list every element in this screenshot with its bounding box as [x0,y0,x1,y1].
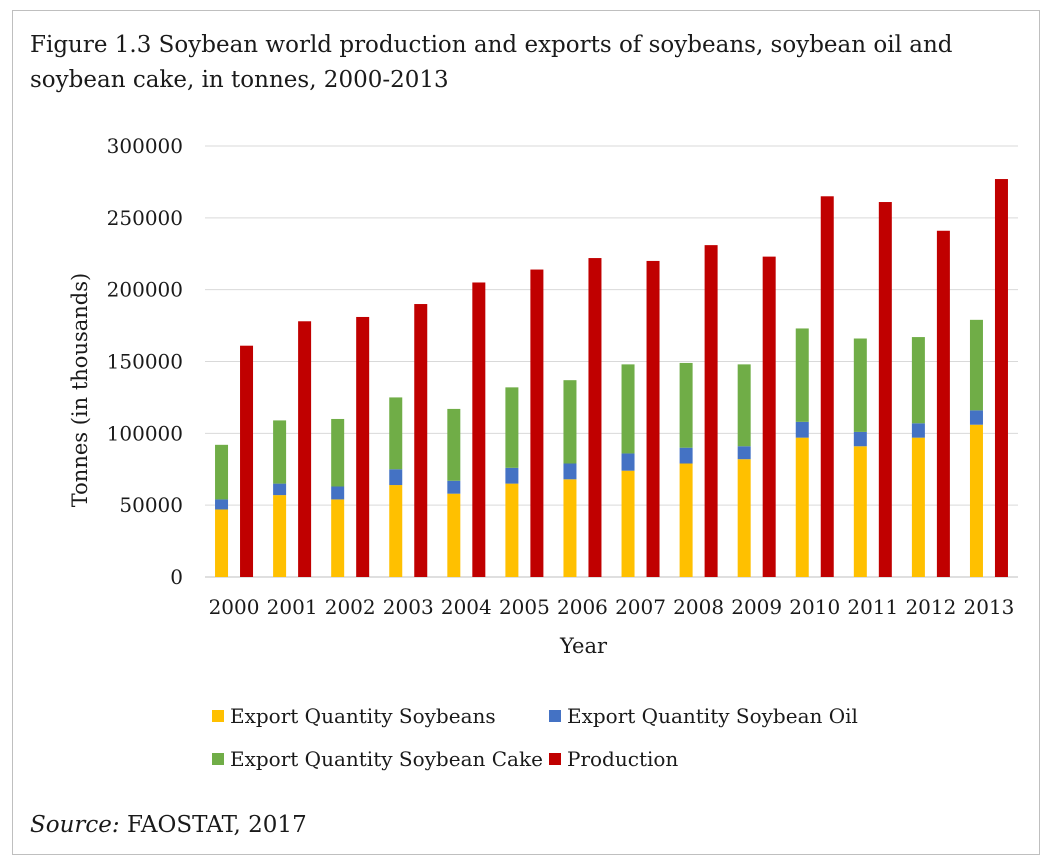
bar-export-quantity-soybean-oil-2004 [447,480,461,494]
bar-production-2004 [472,282,486,577]
bar-export-quantity-soybean-oil-2012 [911,423,925,438]
bar-export-quantity-soybeans-2009 [737,459,751,577]
x-axis-ticks: 2000 2001 2002 2003 2004 2005 2006 2007 2008 2009… [209,595,1015,619]
bar-export-quantity-soybean-cake-2004 [447,408,461,481]
x-tick-label: 2003 [383,595,434,619]
bar-export-quantity-soybean-oil-2010 [795,421,809,438]
bar-export-quantity-soybean-cake-2007 [621,364,635,454]
x-tick-label: 2008 [673,595,724,619]
y-tick-label: 150000 [107,350,183,374]
bar-export-quantity-soybean-cake-2000 [215,444,229,500]
bar-export-quantity-soybean-cake-2002 [331,418,345,487]
gridlines [205,145,1018,578]
bar-export-quantity-soybean-cake-2005 [505,387,519,468]
bar-export-quantity-soybean-cake-2006 [563,380,577,464]
x-tick-label: 2012 [905,595,956,619]
bar-export-quantity-soybeans-2006 [563,479,577,577]
bar-production-2011 [878,202,892,577]
bar-production-2001 [298,321,312,577]
figure-frame [12,10,1040,855]
bar-production-2005 [530,269,544,577]
y-tick-label: 100000 [107,421,183,445]
bar-production-2010 [820,196,834,578]
x-tick-label: 2009 [731,595,782,619]
source-prefix: Source: [30,812,120,838]
bar-export-quantity-soybean-cake-2011 [853,338,867,432]
bar-export-quantity-soybean-cake-2001 [273,420,287,484]
bar-export-quantity-soybean-oil-2005 [505,467,519,484]
bar-export-quantity-soybeans-2010 [795,437,809,577]
y-axis-ticks: 0 50000 100000 150000 200000 250000 300000 [107,134,183,589]
x-tick-label: 2001 [267,595,318,619]
bar-export-quantity-soybean-cake-2008 [679,362,693,448]
figure-title: Figure 1.3 Soybean world production and … [30,32,953,93]
bar-export-quantity-soybean-cake-2003 [389,397,403,470]
bar-export-quantity-soybean-oil-2007 [621,453,635,471]
bar-export-quantity-soybean-oil-2002 [331,486,345,500]
bar-export-quantity-soybean-oil-2013 [969,410,983,425]
bar-production-2000 [240,345,254,577]
bar-production-2012 [936,230,950,577]
x-tick-label: 2011 [847,595,898,619]
bar-production-2013 [994,179,1008,577]
bar-export-quantity-soybeans-2011 [853,446,867,577]
bar-production-2002 [356,316,370,577]
bar-production-2003 [414,304,428,577]
bar-export-quantity-soybeans-2004 [447,493,461,577]
bar-export-quantity-soybean-oil-2011 [853,431,867,447]
bar-production-2008 [704,245,718,577]
x-axis-label: Year [560,634,608,658]
bar-export-quantity-soybean-oil-2006 [563,463,577,480]
bar-export-quantity-soybean-cake-2009 [737,364,751,447]
source-note: Source: FAOSTAT, 2017 [30,812,307,838]
x-tick-label: 2002 [325,595,376,619]
bar-export-quantity-soybean-cake-2012 [911,337,925,424]
x-tick-label: 2000 [209,595,260,619]
bar-export-quantity-soybeans-2013 [969,424,983,577]
x-tick-label: 2006 [557,595,608,619]
bar-export-quantity-soybean-oil-2001 [273,483,287,496]
bar-export-quantity-soybean-oil-2009 [737,446,751,460]
bar-export-quantity-soybeans-2008 [679,463,693,577]
bar-export-quantity-soybean-cake-2010 [795,328,809,422]
y-axis-label: Tonnes (in thousands) [68,272,92,508]
y-tick-label: 200000 [107,278,183,302]
bar-production-2009 [762,256,776,577]
x-tick-label: 2004 [441,595,492,619]
x-tick-label: 2007 [615,595,666,619]
y-tick-label: 0 [170,565,183,589]
x-tick-label: 2013 [964,595,1015,619]
bar-export-quantity-soybeans-2012 [911,437,925,577]
x-tick-label: 2005 [499,595,550,619]
bar-export-quantity-soybeans-2002 [331,499,345,577]
bar-export-quantity-soybean-cake-2013 [969,319,983,411]
source-text: FAOSTAT, 2017 [119,812,307,838]
bars [215,179,1008,578]
bar-production-2007 [646,260,660,577]
y-tick-label: 250000 [107,206,183,230]
bar-export-quantity-soybeans-2000 [215,509,229,577]
x-tick-label: 2010 [789,595,840,619]
bar-export-quantity-soybean-oil-2008 [679,447,693,464]
bar-export-quantity-soybeans-2001 [273,495,287,577]
y-tick-label: 300000 [107,134,183,158]
bar-export-quantity-soybeans-2007 [621,470,635,577]
bar-export-quantity-soybeans-2005 [505,483,519,577]
bar-export-quantity-soybean-oil-2000 [215,499,229,510]
y-tick-label: 50000 [119,493,183,517]
bar-production-2006 [588,258,602,577]
bar-export-quantity-soybeans-2003 [389,485,403,577]
bar-export-quantity-soybean-oil-2003 [389,469,403,486]
